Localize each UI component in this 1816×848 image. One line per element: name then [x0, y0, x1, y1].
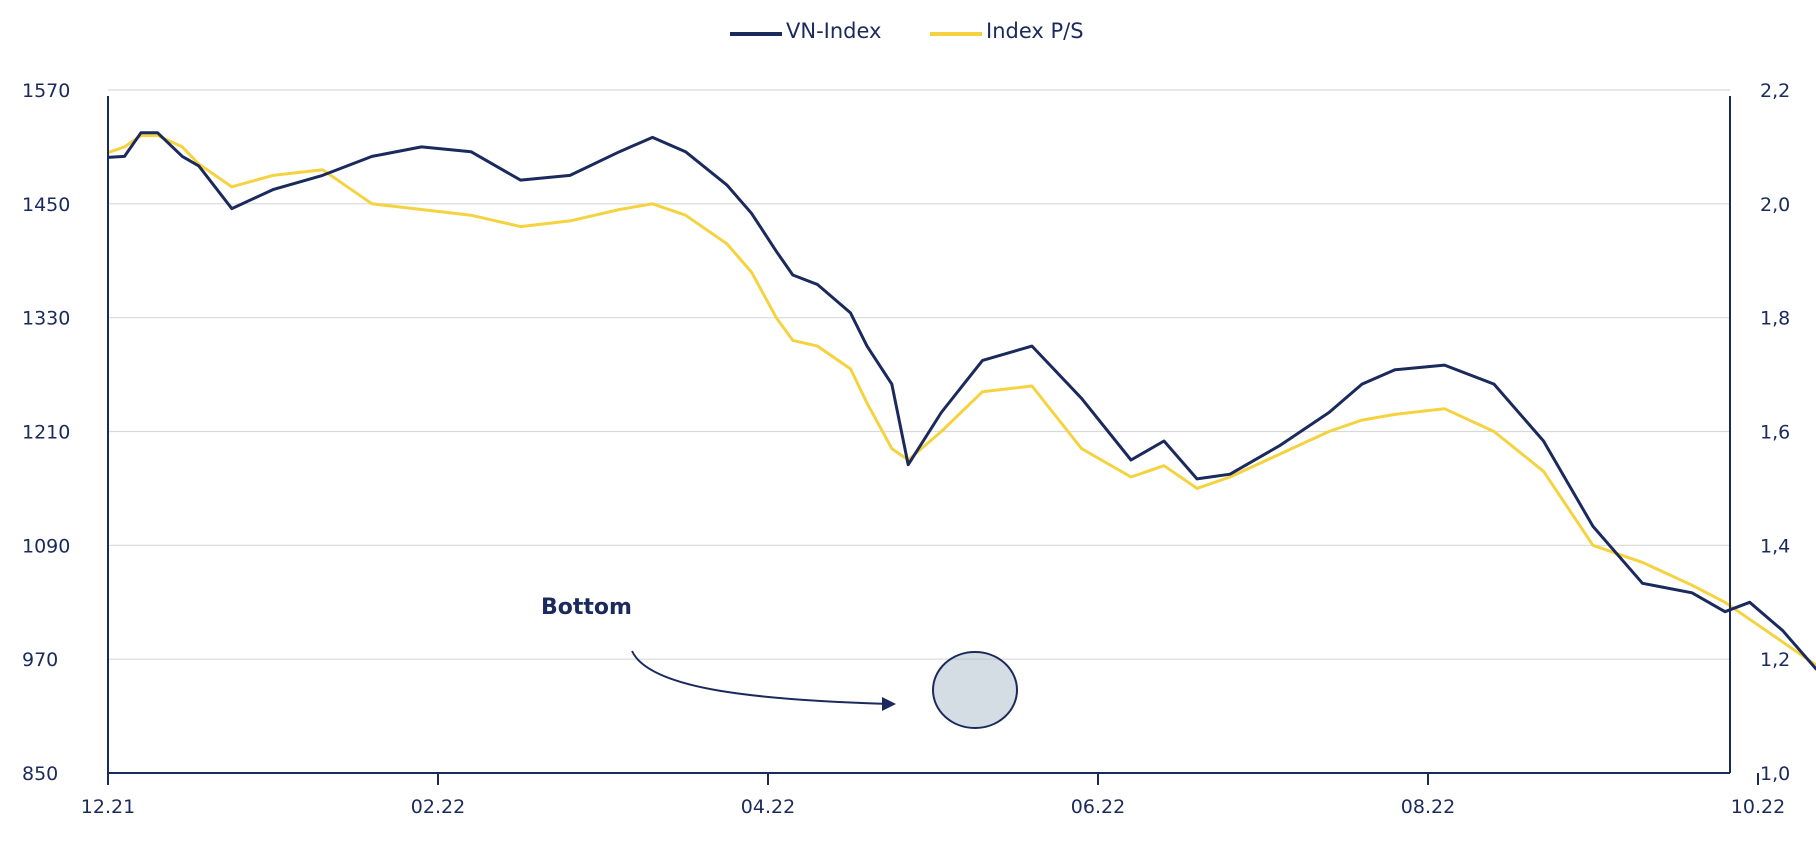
legend-label-vn-index: VN-Index — [786, 19, 881, 43]
gridlines — [108, 89, 1730, 660]
bottom-annotation-label: Bottom — [541, 595, 632, 620]
y-left-tick-label: 1210 — [22, 422, 70, 444]
legend: VN-Index Index P/S — [730, 19, 1084, 43]
legend-label-index-ps: Index P/S — [986, 19, 1084, 43]
y-right-tick-label: 1,2 — [1760, 649, 1790, 671]
y-left-tick-label: 1450 — [22, 194, 70, 216]
x-axis-ticks: 12.2102.2204.2206.2208.2210.2212.2202.23… — [81, 773, 1785, 818]
y-left-tick-label: 850 — [22, 763, 58, 785]
x-tick-label: 02.22 — [411, 796, 465, 818]
y-right-tick-label: 1,6 — [1760, 422, 1790, 444]
x-tick-label: 10.22 — [1731, 796, 1785, 818]
y-left-tick-label: 1090 — [22, 535, 70, 557]
y-right-tick-label: 1,8 — [1760, 308, 1790, 330]
series-line-index-ps — [107, 134, 1816, 667]
x-tick-label: 12.21 — [81, 796, 135, 818]
y-left-tick-label: 1330 — [22, 308, 70, 330]
series-line-vn-index — [107, 131, 1816, 671]
bottom-highlight-circle — [932, 651, 1018, 729]
series-layer — [107, 131, 1816, 671]
y-right-tick-label: 2,2 — [1760, 80, 1790, 102]
y-axis-right-ticks: 2,2 2,0 1,8 1,6 1,4 1,2 1,0 — [1760, 80, 1790, 785]
y-right-tick-label: 1,0 — [1760, 763, 1790, 785]
y-right-tick-label: 1,4 — [1760, 535, 1790, 557]
x-tick-label: 04.22 — [741, 796, 795, 818]
bottom-annotation: Bottom — [541, 595, 1018, 729]
x-tick-label: 06.22 — [1071, 796, 1125, 818]
y-left-tick-label: 1570 — [22, 80, 70, 102]
y-left-tick-label: 970 — [22, 649, 58, 671]
bottom-annotation-arrowhead — [882, 697, 896, 711]
bottom-annotation-arrow — [631, 650, 891, 705]
x-tick-label: 08.22 — [1401, 796, 1455, 818]
y-axis-left-ticks: 1570 1450 1330 1210 1090 970 850 — [22, 80, 70, 785]
y-right-tick-label: 2,0 — [1760, 194, 1790, 216]
